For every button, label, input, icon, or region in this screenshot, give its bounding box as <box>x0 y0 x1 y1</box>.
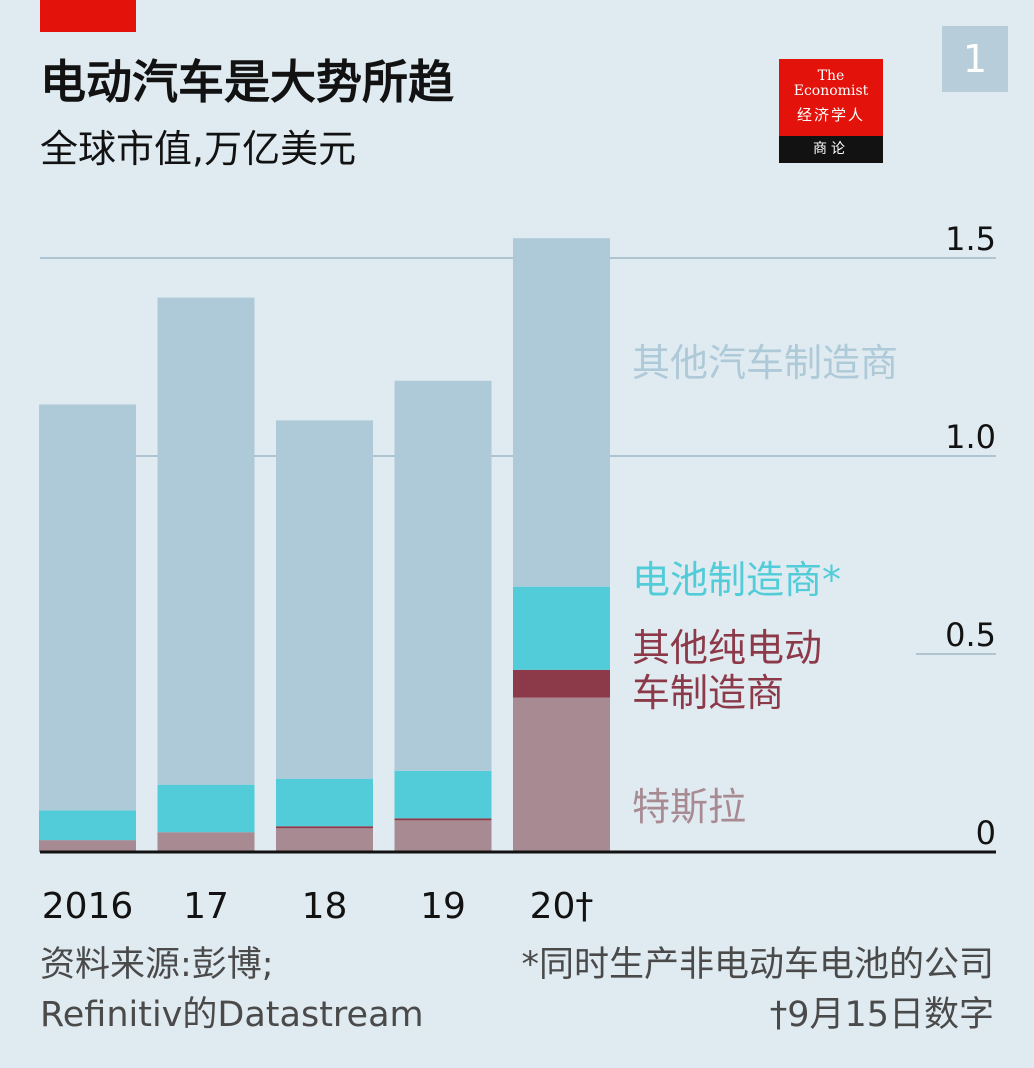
y-tick-label: 0.5 <box>945 616 996 654</box>
chart-subtitle: 全球市值,万亿美元 <box>40 127 357 171</box>
series-label-1: 电池制造商* <box>632 558 841 602</box>
footnote-date: †9月15日数字 <box>769 995 994 1035</box>
bar-segment-0 <box>394 820 492 852</box>
footnote-battery: *同时生产非电动车电池的公司 <box>521 945 994 985</box>
bar-segment-2 <box>276 778 373 827</box>
y-tick-label: 1.0 <box>945 418 996 456</box>
y-tick-label: 0 <box>976 814 996 852</box>
bar-segment-2 <box>157 784 255 833</box>
bar-segment-1 <box>276 826 373 829</box>
bar-segment-3 <box>39 404 136 811</box>
bar-segment-2 <box>513 586 610 670</box>
x-tick-label: 20† <box>530 886 594 927</box>
footnotes: *同时生产非电动车电池的公司 †9月15日数字 <box>521 940 994 1040</box>
chart-number-badge: 1 <box>942 26 1008 92</box>
bar-segment-0 <box>276 828 373 852</box>
bar-segment-2 <box>39 810 136 841</box>
bar-segment-3 <box>157 297 255 785</box>
y-tick-label: 1.5 <box>945 220 996 258</box>
series-label-3: 特斯拉 <box>632 785 746 829</box>
economist-logo: The Economist 经济学人 商论 <box>779 59 883 163</box>
bar-segment-3 <box>276 420 373 779</box>
logo-name-cn: 经济学人 <box>796 106 865 124</box>
series-label-0: 其他汽车制造商 <box>632 341 898 385</box>
x-tick-label: 19 <box>420 886 466 927</box>
source-note: 资料来源:彭博; Refinitiv的Datastream <box>40 940 424 1040</box>
chart-title: 电动汽车是大势所趋 <box>40 55 454 109</box>
bar-segment-1 <box>394 818 492 821</box>
bar-segment-0 <box>39 840 136 852</box>
logo-red-block: The Economist 经济学人 <box>779 59 883 136</box>
bar-segment-3 <box>394 380 492 771</box>
bar-segment-3 <box>513 238 610 587</box>
source-line-2: Refinitiv的Datastream <box>40 995 424 1035</box>
x-tick-label: 17 <box>183 886 229 927</box>
bar-segment-0 <box>513 697 610 852</box>
bar-segment-0 <box>157 832 255 852</box>
series-label-2: 其他纯电动 <box>632 626 822 670</box>
x-tick-label: 18 <box>302 886 348 927</box>
bar-segment-2 <box>394 770 492 819</box>
series-label-2: 车制造商 <box>632 671 784 715</box>
x-tick-label: 2016 <box>42 886 134 927</box>
source-line-1: 资料来源:彭博; <box>40 945 274 985</box>
logo-name-en: The Economist <box>793 68 869 99</box>
brand-red-tag <box>40 0 136 32</box>
bar-segment-1 <box>513 669 610 698</box>
logo-tagline: 商论 <box>779 136 883 163</box>
